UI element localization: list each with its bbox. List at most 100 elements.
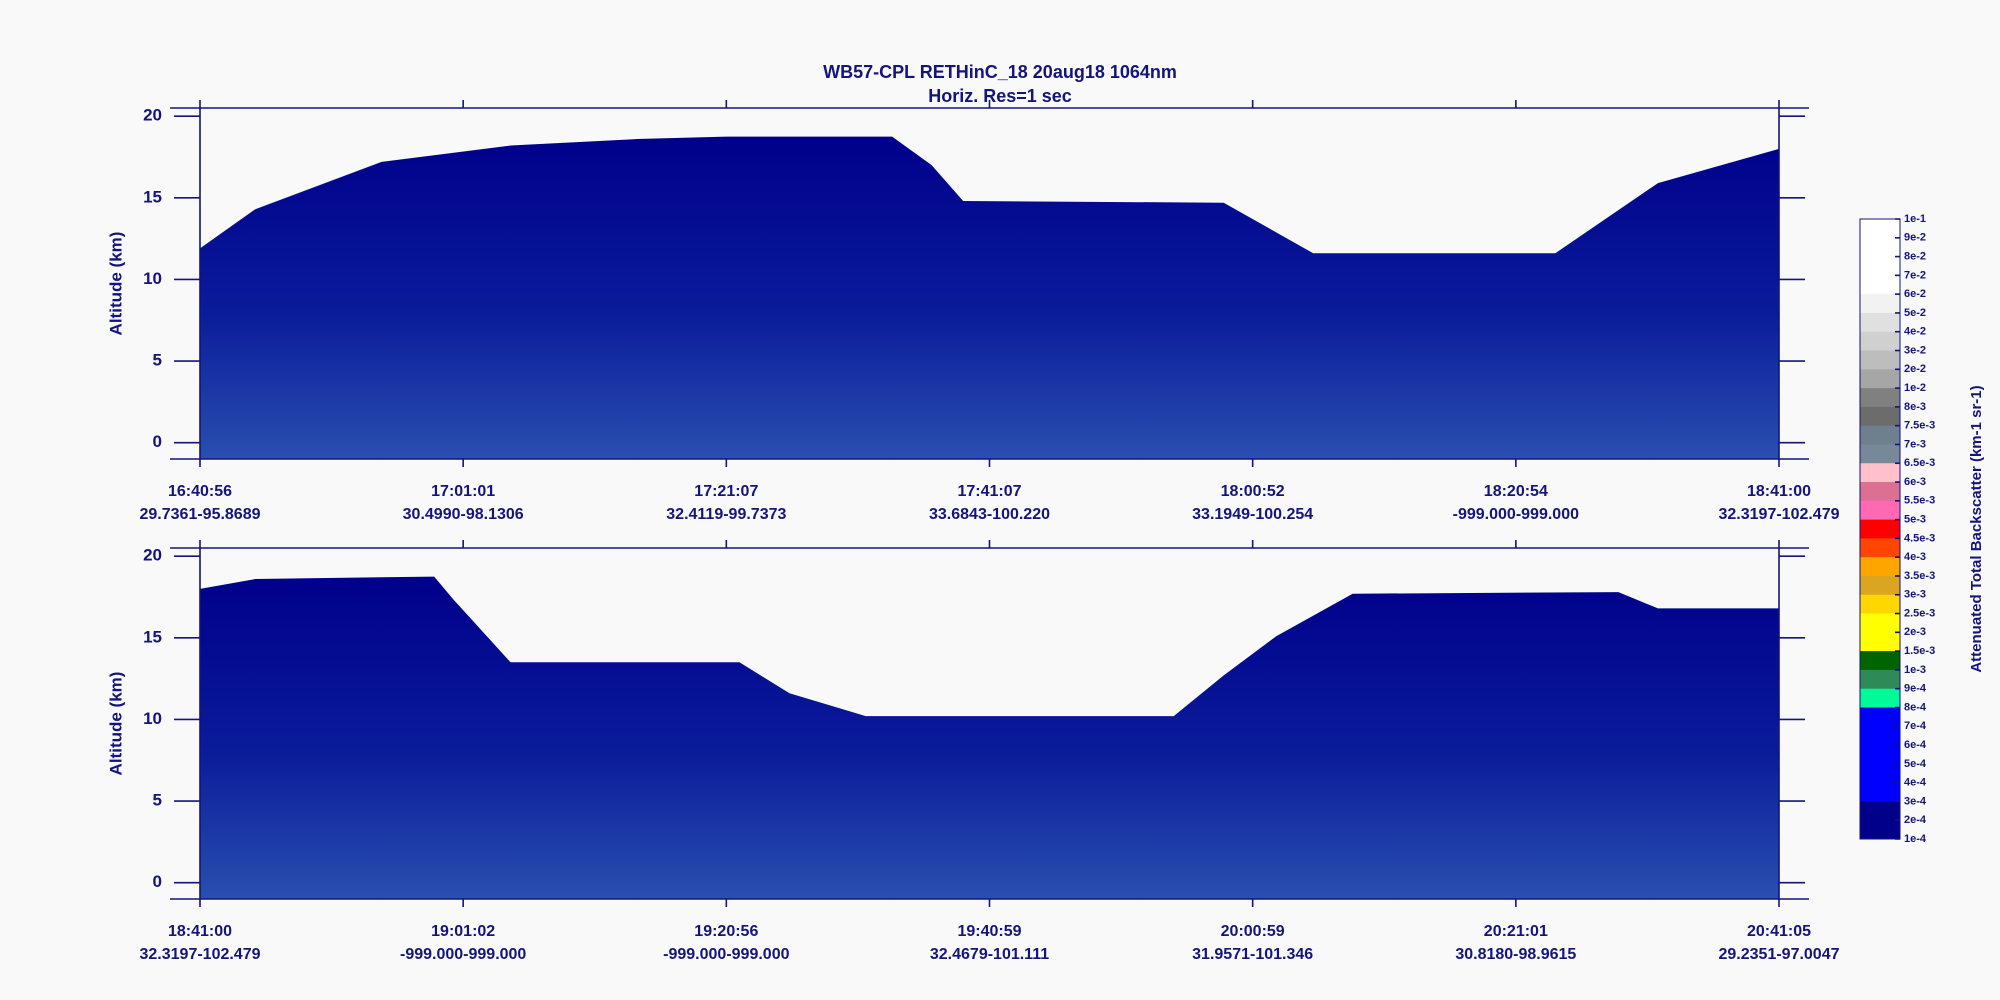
colorbar-label: Attenuated Total Backscatter (km-1 sr-1) — [1968, 385, 1985, 672]
y-tick-label: 5 — [153, 351, 162, 370]
colorbar-swatch — [1860, 406, 1900, 427]
colorbar-swatch — [1860, 613, 1900, 633]
colorbar-tick-label: 2e-4 — [1904, 814, 1927, 826]
colorbar-tick-label: 2e-3 — [1904, 626, 1926, 638]
y-tick-label: 20 — [143, 106, 162, 125]
colorbar-frame — [1859, 218, 1901, 840]
colorbar-tick-label: 3e-4 — [1904, 795, 1927, 807]
colorbar-swatch — [1860, 369, 1900, 389]
y-tick-label: 0 — [153, 872, 162, 891]
colorbar-tick-label: 8e-4 — [1904, 701, 1927, 713]
x-tick-sublabel: 32.4119-99.7373 — [666, 506, 786, 523]
colorbar-swatch — [1860, 745, 1900, 765]
y-axis-label: Altitude (km) — [106, 672, 125, 776]
colorbar-swatch — [1860, 726, 1900, 746]
x-tick-label: 19:40:59 — [957, 923, 1021, 940]
colorbar-tick-label: 9e-2 — [1904, 232, 1926, 244]
colorbar-tick-label: 2e-2 — [1904, 363, 1926, 375]
colorbar-tick-label: 1e-2 — [1904, 382, 1926, 394]
x-tick-sublabel: 30.4990-98.1306 — [403, 506, 524, 523]
colorbar-swatch — [1860, 557, 1900, 577]
x-tick-sublabel: -999.000-999.000 — [400, 946, 526, 963]
colorbar-swatch — [1860, 388, 1900, 408]
colorbar-swatch — [1860, 482, 1900, 502]
colorbar-tick-label: 1e-3 — [1904, 664, 1926, 676]
x-tick-label: 18:00:52 — [1221, 483, 1285, 500]
x-tick-label: 19:01:02 — [431, 923, 495, 940]
colorbar-tick-label: 1.5e-3 — [1904, 645, 1935, 657]
colorbar-tick-label: 5.5e-3 — [1904, 495, 1935, 507]
x-tick-sublabel: 32.3197-102.479 — [140, 946, 261, 963]
colorbar-swatch — [1860, 350, 1900, 370]
colorbar-swatch — [1860, 237, 1900, 258]
colorbar-swatch — [1860, 575, 1900, 596]
x-tick-label: 17:21:07 — [694, 483, 758, 500]
colorbar-swatch — [1860, 256, 1900, 276]
colorbar-tick-label: 5e-2 — [1904, 307, 1926, 319]
x-tick-sublabel: 32.4679-101.111 — [930, 946, 1049, 963]
x-tick-sublabel: 33.6843-100.220 — [929, 506, 1050, 523]
colorbar-tick-label: 7e-2 — [1904, 269, 1926, 281]
colorbar-swatch — [1860, 594, 1900, 615]
colorbar-swatch — [1860, 294, 1900, 314]
colorbar-tick-label: 6e-3 — [1904, 476, 1926, 488]
colorbar-tick-label: 4e-3 — [1904, 551, 1926, 563]
colorbar-tick-label: 3.5e-3 — [1904, 570, 1935, 582]
colorbar-swatch — [1860, 632, 1900, 652]
colorbar-tick-label: 6e-4 — [1904, 739, 1927, 751]
colorbar-swatch — [1860, 688, 1900, 708]
colorbar-swatch — [1860, 500, 1900, 521]
colorbar-tick-label: 1e-4 — [1904, 833, 1927, 845]
colorbar-swatch — [1860, 801, 1900, 821]
colorbar-tick-label: 4e-4 — [1904, 777, 1927, 789]
colorbar-swatch — [1860, 820, 1900, 840]
y-tick-label: 15 — [143, 187, 162, 206]
colorbar-tick-label: 1e-1 — [1904, 213, 1926, 225]
colorbar-tick-label: 2.5e-3 — [1904, 607, 1935, 619]
y-tick-label: 10 — [143, 709, 162, 728]
colorbar-swatch — [1860, 312, 1900, 333]
colorbar-tick-label: 3e-3 — [1904, 589, 1926, 601]
colorbar-swatch — [1860, 763, 1900, 784]
colorbar-tick-label: 7e-3 — [1904, 438, 1926, 450]
colorbar-swatch — [1860, 425, 1900, 445]
curtain — [200, 136, 1779, 459]
colorbar-swatch — [1860, 538, 1900, 558]
y-tick-label: 0 — [153, 432, 162, 451]
x-tick-label: 20:21:01 — [1484, 923, 1548, 940]
colorbar-swatch — [1860, 219, 1900, 239]
x-tick-label: 18:41:00 — [168, 923, 232, 940]
x-tick-label: 19:20:56 — [694, 923, 758, 940]
y-tick-label: 5 — [153, 791, 162, 810]
x-tick-sublabel: 30.8180-98.9615 — [1455, 946, 1576, 963]
colorbar-swatch — [1860, 669, 1900, 690]
colorbar-tick-label: 4.5e-3 — [1904, 532, 1935, 544]
colorbar-tick-label: 6.5e-3 — [1904, 457, 1935, 469]
x-tick-sublabel: 33.1949-100.254 — [1192, 506, 1313, 523]
colorbar-tick-label: 4e-2 — [1904, 326, 1926, 338]
x-tick-sublabel: -999.000-999.000 — [663, 946, 789, 963]
x-tick-sublabel: 29.7361-95.8689 — [140, 506, 261, 523]
colorbar-tick-label: 6e-2 — [1904, 288, 1926, 300]
y-tick-label: 10 — [143, 269, 162, 288]
chart-subtitle: Horiz. Res=1 sec — [928, 86, 1072, 106]
curtain — [200, 576, 1779, 899]
x-tick-sublabel: -999.000-999.000 — [1453, 506, 1579, 523]
y-tick-label: 15 — [143, 627, 162, 646]
x-tick-label: 16:40:56 — [168, 483, 232, 500]
x-tick-label: 17:41:07 — [957, 483, 1021, 500]
colorbar-tick-label: 7.5e-3 — [1904, 420, 1935, 432]
x-tick-label: 20:00:59 — [1221, 923, 1285, 940]
colorbar-swatch — [1860, 444, 1900, 464]
x-tick-label: 17:01:01 — [431, 483, 495, 500]
colorbar-tick-label: 5e-4 — [1904, 758, 1927, 770]
colorbar-tick-label: 8e-3 — [1904, 401, 1926, 413]
x-tick-label: 18:41:00 — [1747, 483, 1811, 500]
colorbar-tick-label: 8e-2 — [1904, 250, 1926, 262]
colorbar-swatch — [1860, 707, 1900, 727]
x-tick-label: 20:41:05 — [1747, 923, 1811, 940]
colorbar-swatch — [1860, 782, 1900, 802]
colorbar-tick-label: 5e-3 — [1904, 514, 1926, 526]
